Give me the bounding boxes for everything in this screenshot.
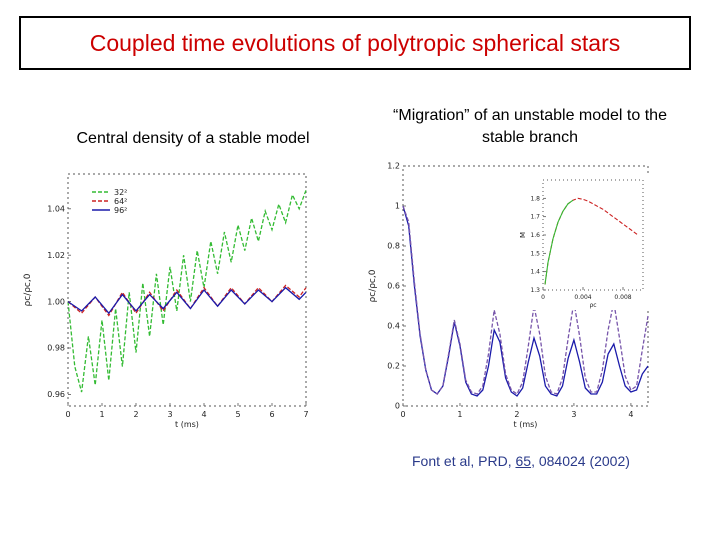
migration-y-tick-label: 0.6 xyxy=(387,282,400,291)
reference-citation: Font et al, PRD, 65, 084024 (2002) xyxy=(412,453,630,469)
density-y-tick-label: 0.96 xyxy=(47,390,65,399)
chart-central-density: 0 1 2 3 4 5 6 7 0.96 0.98 1.00 1.02 1.04 t (ms) ρc/ρc,… xyxy=(23,173,309,429)
density-y-tick-label: 1.04 xyxy=(47,204,65,213)
migration-x-tick-label: 1 xyxy=(457,410,462,419)
density-x-axis-label: t (ms) xyxy=(175,420,199,429)
caption-migration: “Migration” of an unstable model to the … xyxy=(393,107,667,146)
migration-y-tick-label: 0.8 xyxy=(387,242,400,251)
reference-prefix: Font et al, PRD, xyxy=(412,453,516,469)
legend-label-2: 64² xyxy=(114,197,127,206)
slide-title-frame: Coupled time evolutions of polytropic sp… xyxy=(19,16,691,70)
density-plot-frame xyxy=(67,173,307,407)
density-y-tick-label: 1.00 xyxy=(47,297,65,306)
inset-series-line-2 xyxy=(544,199,574,285)
inset-background xyxy=(521,176,649,310)
migration-y-tick-label: 1 xyxy=(395,202,400,211)
density-series-line-1 xyxy=(67,189,307,393)
density-x-tick-label: 7 xyxy=(303,410,308,419)
migration-x-axis-label: t (ms) xyxy=(514,420,538,429)
migration-y-tick-label: 0 xyxy=(395,402,400,411)
density-x-tick-label: 6 xyxy=(269,410,274,419)
chart-migration: 0 1 2 3 4 0 0.2 0.4 0.6 0.8 1 1.2 t (ms) ρc/ρc,0 0 0.00… xyxy=(368,162,649,429)
density-y-tick-label: 0.98 xyxy=(47,344,65,353)
density-y-tick-label: 1.02 xyxy=(47,251,65,260)
density-x-tick-label: 1 xyxy=(99,410,104,419)
inset-y-tick-label: 1.7 xyxy=(530,214,540,221)
legend-label-1: 32² xyxy=(114,188,127,197)
migration-series-line-2 xyxy=(402,205,649,395)
migration-y-axis-label: ρc/ρc,0 xyxy=(368,269,378,302)
migration-y-tick-label: 0.4 xyxy=(387,322,400,331)
inset-x-tick-label: 0.004 xyxy=(574,294,591,301)
inset-y-tick-label: 1.8 xyxy=(530,195,540,202)
migration-series-line-1 xyxy=(402,205,649,397)
migration-y-tick-label: 0.2 xyxy=(387,362,400,371)
density-y-axis-label: ρc/ρc,0 xyxy=(23,273,33,306)
density-series-line-3 xyxy=(67,286,307,315)
reference-suffix: , 084024 (2002) xyxy=(531,453,630,469)
slide-title: Coupled time evolutions of polytropic sp… xyxy=(89,29,621,56)
density-x-tick-label: 0 xyxy=(65,410,70,419)
inset-x-tick-label: 0 xyxy=(541,294,545,301)
inset-series-line-1 xyxy=(544,197,639,285)
migration-x-tick-label: 4 xyxy=(628,410,633,419)
caption-stable-model: Central density of a stable model xyxy=(76,130,310,147)
density-x-tick-label: 2 xyxy=(133,410,138,419)
legend-label-3: 96² xyxy=(114,206,127,215)
density-x-tick-label: 5 xyxy=(235,410,240,419)
reference-volume: 65 xyxy=(515,453,532,469)
migration-y-tick-label: 1.2 xyxy=(387,162,400,171)
migration-x-tick-label: 0 xyxy=(400,410,405,419)
inset-x-tick-label: 0.008 xyxy=(614,294,631,301)
inset-y-tick-label: 1.3 xyxy=(530,287,540,294)
inset-y-tick-label: 1.5 xyxy=(530,250,540,257)
inset-x-axis-label: ρc xyxy=(589,302,596,309)
inset-y-axis-label: M xyxy=(519,232,527,238)
migration-x-tick-label: 3 xyxy=(571,410,576,419)
inset-y-tick-label: 1.6 xyxy=(530,232,540,239)
migration-x-tick-label: 2 xyxy=(514,410,519,419)
density-x-tick-label: 3 xyxy=(167,410,172,419)
inset-y-tick-label: 1.4 xyxy=(530,269,540,276)
density-x-tick-label: 4 xyxy=(201,410,206,419)
